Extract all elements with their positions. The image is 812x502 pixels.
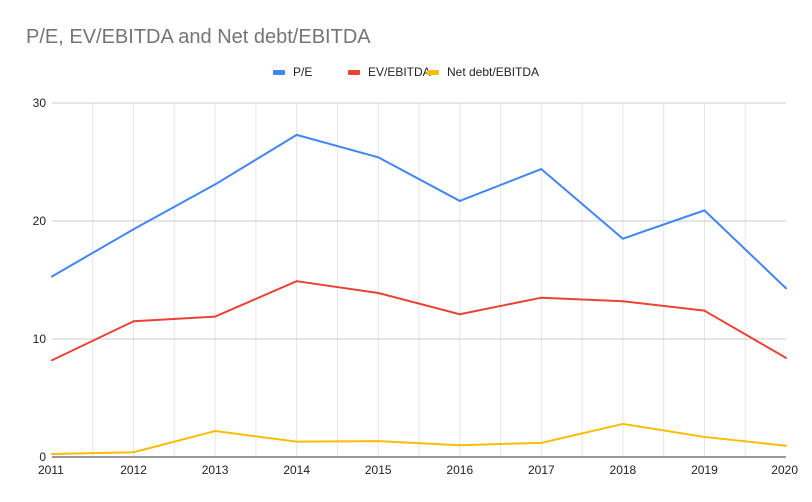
- data-point: [621, 300, 624, 303]
- x-tick-label: 2014: [283, 463, 310, 477]
- x-tick-label: 2018: [610, 463, 637, 477]
- data-point: [51, 275, 53, 278]
- data-point: [621, 237, 624, 240]
- data-point: [214, 430, 217, 433]
- x-tick-label: 2015: [365, 463, 392, 477]
- legend-label: Net debt/EBITDA: [447, 65, 539, 79]
- data-point: [540, 168, 543, 171]
- data-point: [377, 440, 380, 443]
- data-point: [703, 435, 706, 438]
- data-point: [540, 441, 543, 444]
- data-point: [132, 451, 135, 454]
- chart-title: P/E, EV/EBITDA and Net debt/EBITDA: [26, 26, 371, 48]
- data-point: [540, 296, 543, 299]
- y-tick-label: 10: [33, 332, 47, 346]
- x-tick-label: 2019: [691, 463, 718, 477]
- series-line-net-debt-ebitda: [51, 422, 787, 456]
- data-point: [132, 228, 135, 231]
- data-point: [458, 444, 461, 447]
- data-point: [377, 291, 380, 294]
- legend-swatch: [273, 70, 285, 75]
- data-point: [458, 199, 461, 202]
- data-point: [785, 356, 787, 359]
- x-tick-label: 2012: [120, 463, 147, 477]
- data-point: [377, 156, 380, 159]
- series-line-p-e: [51, 133, 787, 289]
- x-tick-label: 2017: [528, 463, 555, 477]
- x-tick-label: 2011: [38, 463, 64, 477]
- y-tick-label: 0: [39, 450, 46, 464]
- data-point: [621, 422, 624, 425]
- data-point: [295, 280, 298, 283]
- y-tick-label: 30: [33, 96, 47, 110]
- data-point: [785, 444, 787, 447]
- x-tick-label: 2016: [446, 463, 473, 477]
- data-point: [703, 209, 706, 212]
- legend-label: EV/EBITDA: [368, 65, 431, 79]
- data-point: [458, 313, 461, 316]
- data-point: [51, 453, 53, 456]
- y-tick-label: 20: [33, 214, 47, 228]
- data-point: [703, 309, 706, 312]
- series-line-ev-ebitda: [51, 280, 787, 362]
- legend-swatch: [427, 70, 439, 75]
- x-tick-label: 2020: [771, 463, 798, 477]
- legend-label: P/E: [293, 65, 312, 79]
- data-point: [295, 133, 298, 136]
- data-point: [51, 359, 53, 362]
- data-point: [295, 440, 298, 443]
- data-point: [214, 183, 217, 186]
- data-point: [214, 315, 217, 318]
- data-point: [132, 320, 135, 323]
- legend-swatch: [348, 70, 360, 75]
- x-tick-label: 2013: [202, 463, 229, 477]
- data-point: [785, 287, 787, 290]
